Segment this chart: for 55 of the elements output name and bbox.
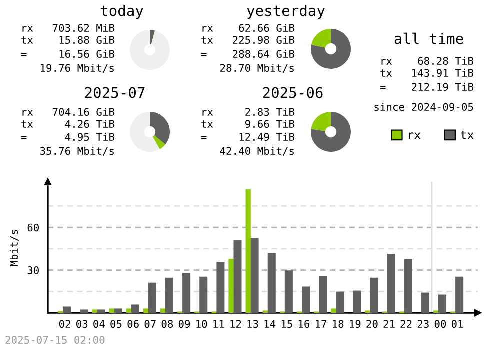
text: 19.76 Mbit/s — [41, 64, 114, 73]
x-tick-label: 12 — [230, 320, 242, 328]
legend-label: tx — [460, 131, 474, 140]
chart-title: yesterday — [247, 4, 325, 20]
text: = 288.64 GiB — [201, 50, 295, 58]
x-tick-label: 22 — [400, 320, 412, 328]
x-tick-label: 21 — [384, 320, 395, 328]
text: rx 62.66 GiB — [202, 24, 295, 32]
x-tick-label: 07 — [144, 320, 156, 328]
text: tx 143.91 TiB — [380, 68, 474, 78]
text: tx 9.66 TiB — [202, 120, 295, 128]
text: rx 68.28 TiB — [382, 56, 474, 66]
chart-title: today — [100, 4, 144, 20]
x-tick-label: 02 — [59, 320, 70, 328]
x-tick-label: 01 — [452, 320, 464, 328]
text: tx 225.98 GiB — [202, 36, 295, 44]
text: tx 15.88 GiB — [22, 36, 115, 44]
x-tick-label: 04 — [94, 320, 105, 328]
x-tick-label: 18 — [333, 320, 344, 328]
x-tick-label: 23 — [418, 320, 429, 328]
text: 42.40 Mbit/s — [220, 146, 294, 156]
x-tick-label: 10 — [196, 320, 208, 328]
x-tick-label: 00 — [434, 320, 446, 328]
text: 28.70 Mbit/s — [220, 64, 294, 73]
y-tick-label: 30 — [28, 266, 39, 274]
x-tick-label: 06 — [128, 320, 139, 328]
x-tick-label: 19 — [350, 320, 361, 328]
x-tick-label: 03 — [76, 320, 88, 328]
x-tick-label: 14 — [264, 320, 276, 328]
x-tick-label: 11 — [214, 320, 224, 328]
x-tick-label: 09 — [178, 320, 190, 328]
y-axis-title: Mbit/s — [10, 230, 19, 266]
text: = 212.19 TiB — [380, 82, 474, 92]
x-tick-label: 15 — [282, 320, 292, 328]
legend-label: rx — [409, 132, 421, 140]
text: rx 2.83 TiB — [202, 108, 295, 116]
x-tick-label: 16 — [298, 320, 310, 328]
x-tick-label: 17 — [316, 320, 327, 328]
text: = 4.95 TiB — [21, 132, 115, 142]
text: rx 703.62 MiB — [22, 24, 115, 32]
x-tick-label: 05 — [110, 320, 122, 328]
text: tx 4.26 TiB — [22, 120, 115, 128]
text: rx 704.16 GiB — [22, 108, 115, 116]
text: = 12.49 TiB — [201, 132, 295, 142]
text: since 2024-09-05 — [374, 102, 474, 112]
x-tick-label: 08 — [162, 320, 174, 328]
y-tick-label: 60 — [28, 224, 39, 232]
x-tick-label: 13 — [248, 320, 258, 328]
text: 35.76 Mbit/s — [40, 146, 114, 156]
chart-title: 2025-07 — [85, 87, 145, 98]
text: = 16.56 GiB — [21, 50, 115, 58]
chart-title: 2025-06 — [263, 87, 323, 98]
x-tick-label: 20 — [366, 320, 378, 328]
text: 2025-07-15 02:00 — [6, 336, 105, 344]
text: all time — [394, 32, 464, 44]
